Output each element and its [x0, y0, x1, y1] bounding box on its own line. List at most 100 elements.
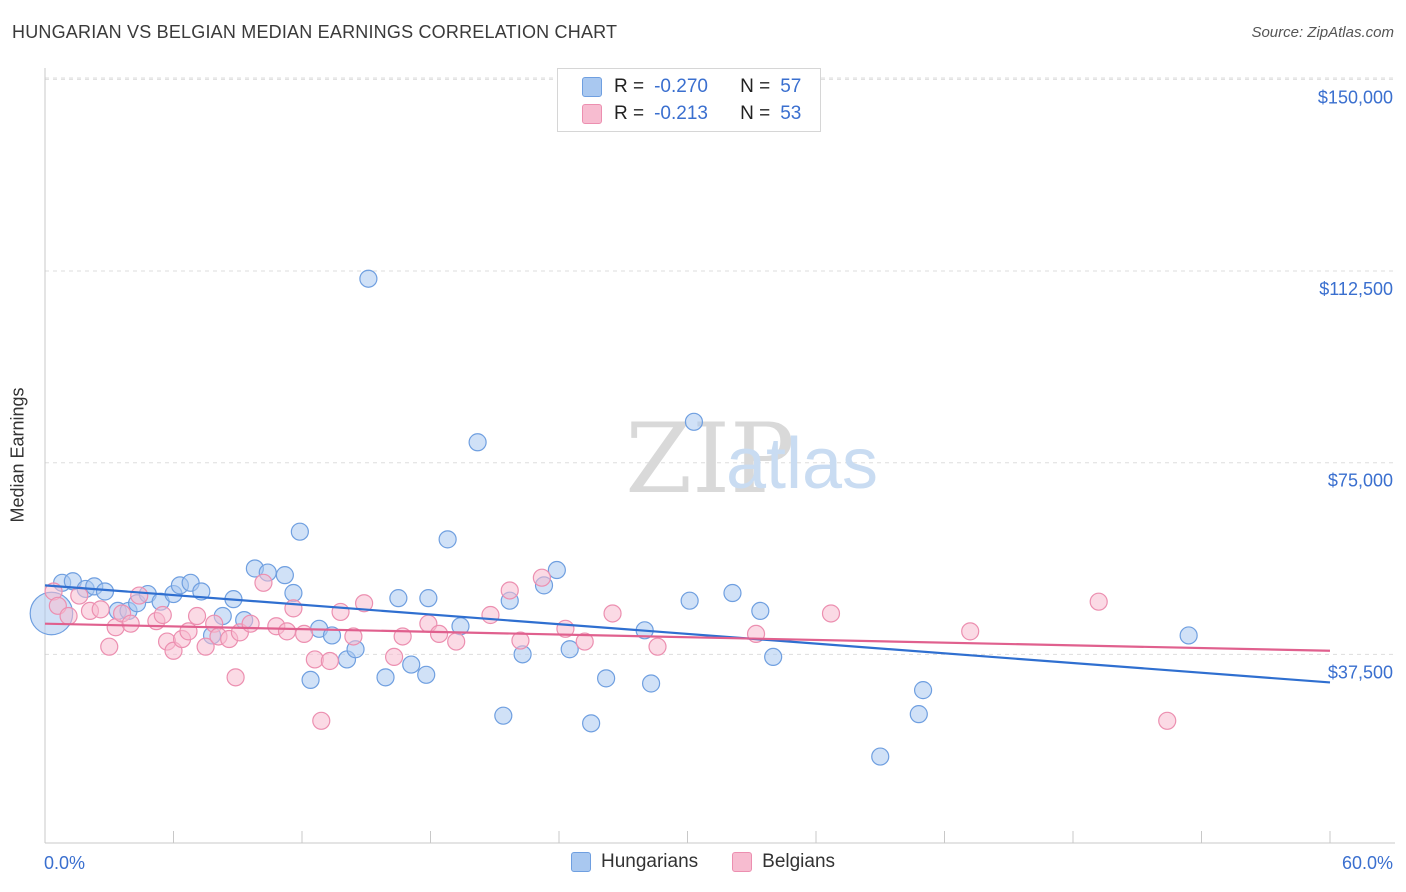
hungarian-point-49 [684, 412, 704, 431]
hungarian-point-53 [871, 747, 890, 766]
n-label: N = [740, 76, 771, 97]
hungarian-point-54 [909, 705, 928, 724]
hungarian-point-37 [468, 433, 487, 452]
belgian-point-47 [648, 637, 667, 656]
belgian-point-36 [384, 647, 404, 667]
n-value-hungarians: 57 [780, 76, 802, 97]
belgian-trend-line [44, 622, 1331, 652]
belgian-point-35 [355, 594, 374, 613]
hungarian-point-48 [680, 591, 699, 610]
r-label: R = [614, 103, 645, 124]
hungarian-point-34 [419, 589, 438, 608]
hungarian-point-30 [376, 668, 395, 687]
source-label: Source: ZipAtlas.com [1251, 24, 1394, 41]
belgian-point-24 [241, 614, 260, 633]
hungarian-point-22 [284, 583, 303, 603]
belgian-point-30 [305, 650, 324, 669]
hungarian-point-50 [723, 583, 742, 603]
correlation-legend: R = -0.270 N = 57 R = -0.213 N = 53 [557, 68, 821, 132]
hungarian-point-43 [560, 640, 579, 659]
axes [44, 68, 1395, 844]
belgian-point-48 [500, 581, 519, 600]
belgian-point-33 [331, 602, 350, 622]
hungarian-point-5 [95, 582, 115, 601]
belgian-point-18 [196, 637, 215, 656]
belgians-swatch [582, 104, 602, 124]
r-value-hungarians: -0.270 [654, 76, 708, 97]
belgian-point-16 [179, 622, 198, 641]
hungarian-point-29 [359, 269, 378, 288]
y-tick-label-2: $112,500 [1319, 279, 1393, 299]
n-value-belgians: 53 [780, 103, 802, 124]
belgian-point-17 [187, 606, 207, 626]
x-tick-label-min: 0.0% [44, 853, 86, 873]
belgian-point-42 [511, 631, 530, 650]
hungarian-point-26 [322, 626, 342, 645]
trend-lines [44, 584, 1331, 684]
hungarian-point-44 [582, 714, 601, 733]
belgian-point-5 [91, 600, 110, 619]
y-tick-labels: $37,500 $75,000 $112,500 $150,000 [1318, 87, 1393, 682]
belgian-point-22 [226, 668, 245, 687]
belgian-point-39 [429, 624, 449, 644]
legend-row-hungarians: R = -0.270 N = 57 [582, 75, 801, 99]
belgians-legend-swatch [732, 852, 753, 872]
hungarian-trend-line [44, 584, 1331, 684]
belgian-point-34 [344, 627, 363, 646]
legend-row-belgians: R = -0.213 N = 53 [582, 102, 801, 126]
hungarian-point-14 [192, 582, 211, 601]
legend-item-belgians[interactable]: Belgians [732, 851, 835, 873]
belgian-point-45 [575, 632, 594, 651]
hungarian-point-32 [402, 655, 421, 674]
hungarians-legend-swatch [570, 852, 591, 872]
data-points [29, 269, 1198, 766]
belgian-point-6 [100, 637, 119, 656]
belgian-point-51 [961, 622, 980, 641]
belgian-point-40 [447, 632, 466, 651]
n-label: N = [740, 103, 771, 124]
watermark-atlas: atlas [726, 424, 878, 504]
hungarian-point-42 [547, 560, 566, 580]
hungarian-point-31 [389, 589, 408, 608]
hungarian-point-45 [597, 669, 616, 688]
y-tick-label-0: $37,500 [1328, 662, 1393, 682]
series-legend: Hungarians Belgians [0, 851, 1406, 873]
hungarian-point-38 [494, 706, 513, 725]
r-label: R = [614, 76, 645, 97]
r-value-belgians: -0.213 [654, 103, 708, 124]
hungarian-point-21 [275, 566, 294, 585]
hungarian-point-23 [290, 522, 309, 541]
legend-label-hungarians: Hungarians [600, 851, 699, 872]
hungarians-swatch [582, 77, 602, 97]
hungarian-point-24 [301, 670, 320, 690]
legend-label-belgians: Belgians [762, 851, 836, 872]
hungarian-point-51 [751, 601, 770, 621]
legend-item-hungarians[interactable]: Hungarians [570, 851, 699, 873]
belgian-point-32 [320, 651, 339, 671]
belgian-point-46 [603, 604, 622, 623]
belgian-point-12 [153, 605, 172, 625]
belgian-point-3 [70, 586, 89, 605]
belgian-point-28 [284, 599, 303, 618]
hungarian-point-52 [764, 647, 783, 667]
belgian-point-52 [1089, 592, 1108, 611]
hungarian-point-47 [641, 674, 661, 693]
y-tick-label-1: $75,000 [1328, 471, 1393, 491]
watermark-zip: ZIP [625, 403, 794, 515]
belgian-point-2 [59, 606, 78, 626]
hungarian-point-33 [417, 665, 436, 684]
belgian-point-27 [277, 622, 297, 641]
y-tick-label-3: $150,000 [1318, 87, 1393, 107]
belgian-point-43 [532, 568, 551, 587]
belgian-point-25 [254, 573, 273, 592]
belgian-point-41 [481, 605, 500, 625]
hungarian-point-56 [1179, 626, 1198, 645]
belgian-point-31 [312, 711, 331, 730]
belgian-point-9 [121, 614, 140, 633]
chart-title: HUNGARIAN VS BELGIAN MEDIAN EARNINGS COR… [12, 22, 618, 42]
belgian-point-10 [130, 586, 149, 605]
belgian-point-53 [1158, 711, 1177, 730]
hungarian-point-35 [438, 530, 457, 549]
hungarian-point-55 [913, 681, 933, 700]
